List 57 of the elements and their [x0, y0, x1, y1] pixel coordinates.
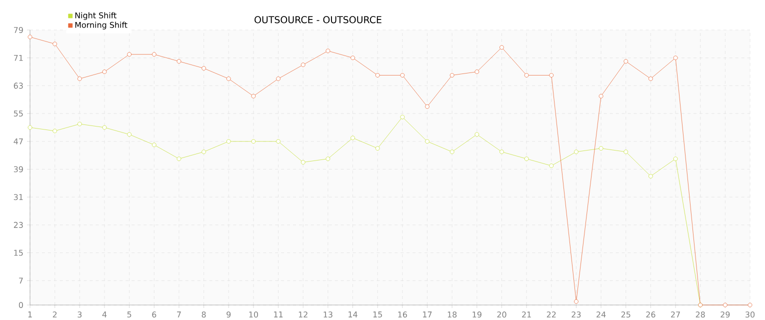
point — [425, 139, 430, 144]
point — [375, 146, 380, 151]
point — [500, 45, 504, 50]
point — [673, 156, 678, 161]
point — [102, 70, 107, 74]
point — [28, 125, 32, 130]
point — [450, 73, 454, 78]
point — [549, 164, 554, 168]
point — [350, 136, 355, 140]
point — [127, 132, 132, 137]
point — [673, 56, 678, 60]
point — [350, 56, 355, 60]
point — [52, 128, 58, 134]
point — [524, 73, 529, 78]
point — [326, 48, 330, 54]
point — [152, 52, 156, 57]
point — [226, 76, 231, 81]
point — [251, 139, 256, 144]
point — [300, 160, 306, 164]
point — [549, 73, 554, 78]
point — [77, 122, 82, 126]
point — [722, 302, 728, 308]
point — [598, 146, 604, 151]
point — [326, 156, 330, 161]
point — [648, 174, 653, 178]
point — [648, 76, 653, 81]
point — [524, 156, 529, 161]
point — [52, 42, 58, 46]
point — [500, 150, 504, 154]
point — [598, 94, 604, 98]
point — [624, 59, 628, 64]
point — [624, 150, 628, 154]
point — [300, 62, 306, 68]
chart-title: OUTSOURCE - OUTSOURCE — [254, 16, 382, 24]
point — [375, 73, 380, 78]
point — [102, 125, 107, 130]
point — [176, 156, 182, 161]
point — [276, 139, 280, 144]
point — [202, 150, 206, 154]
point — [474, 70, 480, 74]
point — [574, 299, 578, 304]
point — [474, 132, 480, 137]
point — [152, 142, 156, 148]
point — [127, 52, 132, 57]
point — [425, 104, 430, 109]
point — [176, 59, 182, 64]
point — [202, 66, 206, 70]
point — [276, 76, 280, 81]
point — [400, 114, 405, 120]
point — [450, 150, 454, 154]
point — [748, 302, 752, 308]
point — [251, 94, 256, 98]
point — [77, 76, 82, 81]
point — [400, 73, 405, 78]
point — [226, 139, 231, 144]
point — [574, 150, 578, 154]
point — [28, 34, 32, 40]
